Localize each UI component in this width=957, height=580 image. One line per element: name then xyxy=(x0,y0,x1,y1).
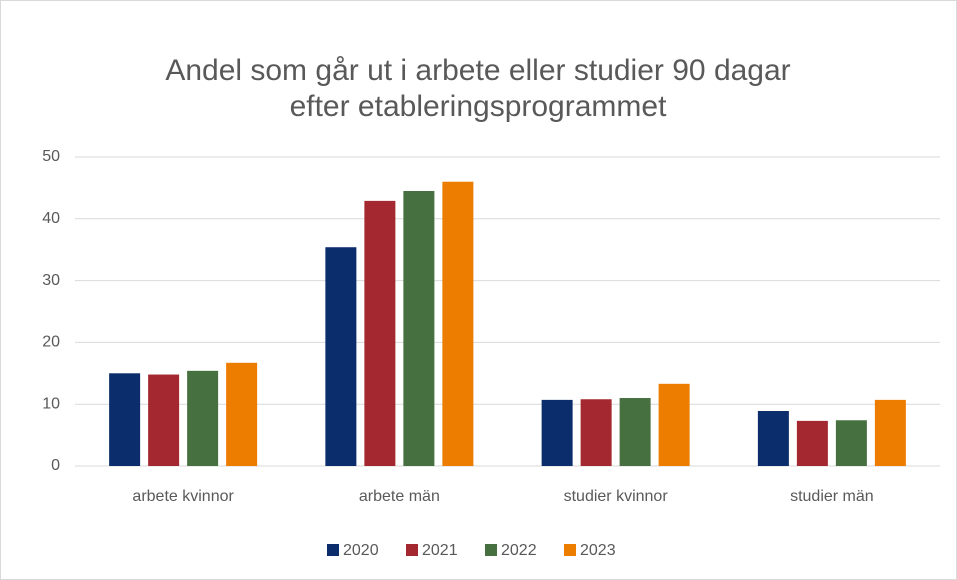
x-tick-label: studier män xyxy=(790,488,874,505)
bar xyxy=(148,374,180,466)
legend-label: 2023 xyxy=(580,542,616,559)
chart-title: efter etableringsprogrammet xyxy=(290,90,668,123)
bar xyxy=(403,190,435,467)
bar xyxy=(226,362,258,466)
chart-title: Andel som går ut i arbete eller studier … xyxy=(165,54,790,87)
bar xyxy=(835,420,867,466)
x-tick-label: arbete kvinnor xyxy=(132,488,234,505)
x-tick-label: arbete män xyxy=(359,488,440,505)
bar xyxy=(619,398,651,466)
y-tick-label: 50 xyxy=(42,148,60,165)
bar xyxy=(187,370,219,466)
y-tick-label: 20 xyxy=(42,334,60,351)
legend-swatch xyxy=(406,544,418,556)
legend-swatch xyxy=(327,544,339,556)
bar xyxy=(325,247,357,466)
y-tick-label: 0 xyxy=(51,457,60,474)
bar xyxy=(796,420,828,466)
legend-label: 2020 xyxy=(343,542,379,559)
legend-swatch xyxy=(564,544,576,556)
legend-label: 2021 xyxy=(422,542,458,559)
legend-swatch xyxy=(485,544,497,556)
y-tick-label: 10 xyxy=(42,395,60,412)
bar xyxy=(580,399,612,466)
bar xyxy=(109,373,141,466)
bar xyxy=(874,399,906,466)
bar xyxy=(658,383,690,466)
bar xyxy=(442,181,474,466)
bar xyxy=(364,200,396,467)
y-tick-label: 30 xyxy=(42,272,60,289)
bar xyxy=(757,410,789,466)
bar xyxy=(541,399,573,466)
legend-label: 2022 xyxy=(501,542,537,559)
x-tick-label: studier kvinnor xyxy=(564,488,669,505)
y-tick-label: 40 xyxy=(42,210,60,227)
